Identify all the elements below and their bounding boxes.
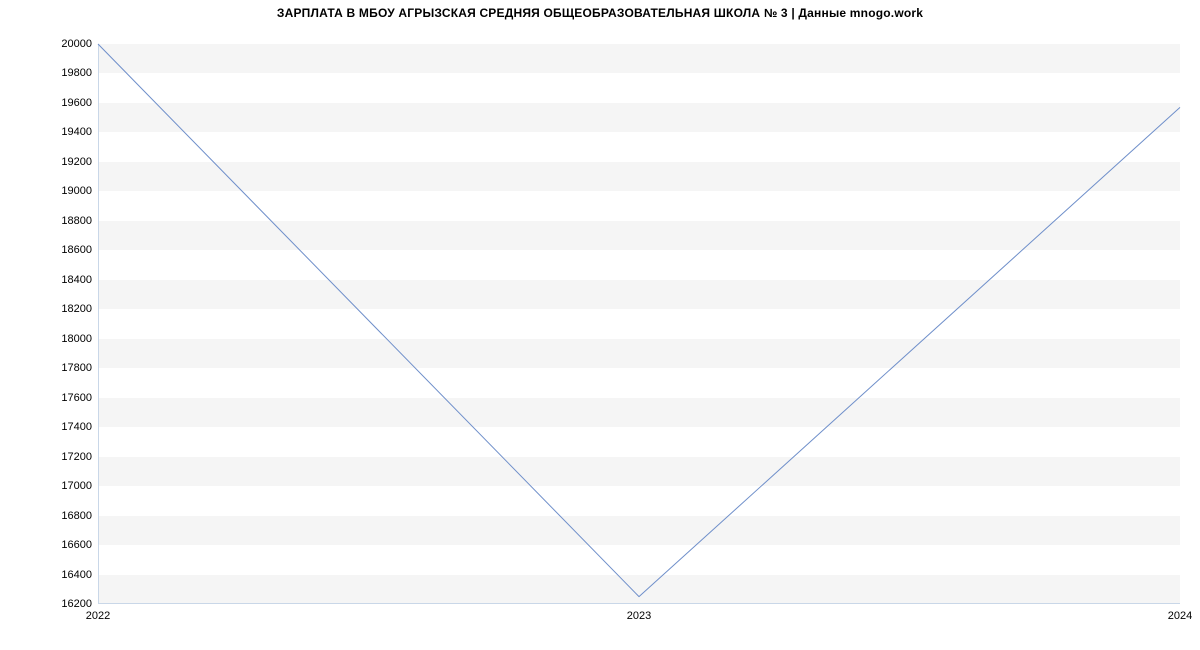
y-tick-label: 18600: [61, 244, 98, 256]
y-tick-label: 19200: [61, 156, 98, 168]
y-tick-label: 17400: [61, 421, 98, 433]
y-tick-label: 18000: [61, 333, 98, 345]
salary-line-chart: ЗАРПЛАТА В МБОУ АГРЫЗСКАЯ СРЕДНЯЯ ОБЩЕОБ…: [0, 0, 1200, 650]
plot-area: 1620016400166001680017000172001740017600…: [98, 44, 1180, 604]
y-tick-label: 19600: [61, 97, 98, 109]
y-tick-label: 18200: [61, 303, 98, 315]
y-tick-label: 16600: [61, 539, 98, 551]
y-tick-label: 17000: [61, 480, 98, 492]
y-tick-label: 19400: [61, 126, 98, 138]
x-tick-label: 2023: [627, 604, 651, 622]
y-tick-label: 17200: [61, 451, 98, 463]
y-tick-label: 18400: [61, 274, 98, 286]
y-tick-label: 17800: [61, 362, 98, 374]
y-tick-label: 17600: [61, 392, 98, 404]
y-tick-label: 16800: [61, 510, 98, 522]
line-series: [98, 44, 1180, 597]
y-tick-label: 18800: [61, 215, 98, 227]
y-tick-label: 16400: [61, 569, 98, 581]
chart-title: ЗАРПЛАТА В МБОУ АГРЫЗСКАЯ СРЕДНЯЯ ОБЩЕОБ…: [0, 6, 1200, 20]
y-tick-label: 19800: [61, 67, 98, 79]
y-tick-label: 19000: [61, 185, 98, 197]
x-tick-label: 2024: [1168, 604, 1192, 622]
y-tick-label: 20000: [61, 38, 98, 50]
x-tick-label: 2022: [86, 604, 110, 622]
line-series-svg: [98, 44, 1180, 604]
